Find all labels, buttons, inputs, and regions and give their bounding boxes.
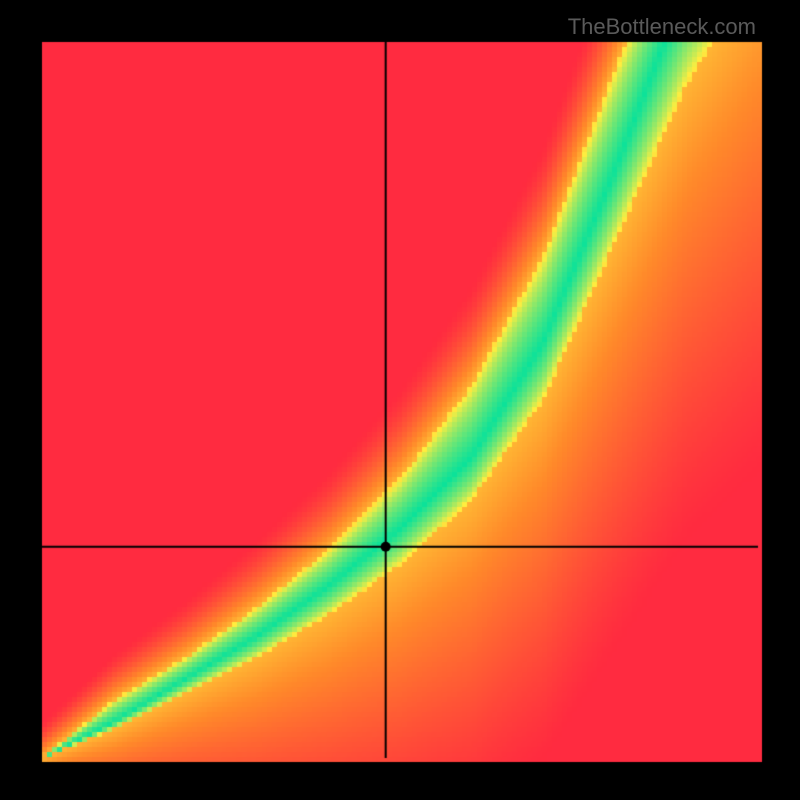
bottleneck-heatmap-canvas <box>0 0 800 800</box>
watermark-label: TheBottleneck.com <box>568 14 756 40</box>
figure-root: TheBottleneck.com <box>0 0 800 800</box>
